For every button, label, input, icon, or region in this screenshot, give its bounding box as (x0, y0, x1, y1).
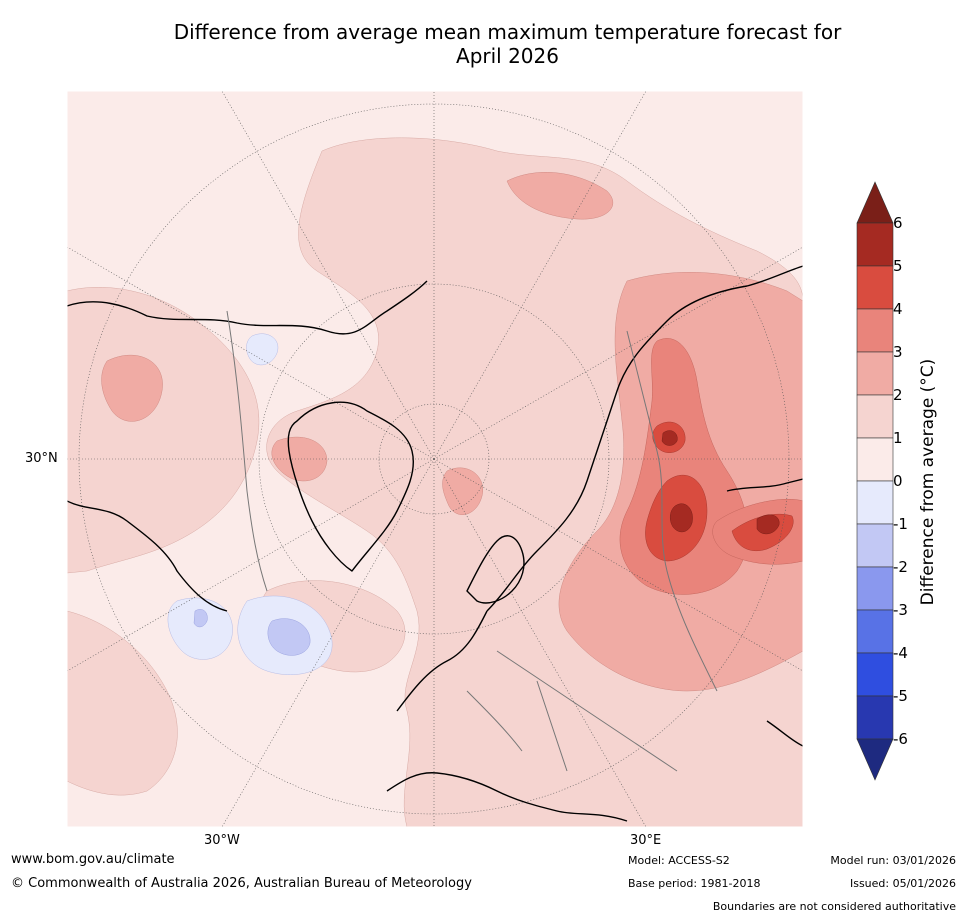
colorbar-tick-label: -6 (893, 730, 908, 748)
colorbar-tick-label: 1 (893, 429, 903, 447)
colorbar-tick-label: -5 (893, 687, 908, 705)
website-link[interactable]: www.bom.gov.au/climate (11, 852, 175, 867)
border-line (466, 680, 568, 772)
forecast-map (67, 91, 803, 827)
colorbar-extend-over (856, 181, 894, 224)
border-line (226, 310, 268, 592)
boundary-disclaimer: Boundaries are not considered authoritat… (712, 900, 956, 913)
colorbar-segment-cm3_m2 (856, 566, 894, 611)
colorbar-segment-c5_6 (856, 222, 894, 267)
colorbar-tick-label: -4 (893, 644, 908, 662)
colorbar-segment-cm1_0 (856, 480, 894, 525)
title-line-2: April 2026 (456, 44, 559, 68)
colorbar-segment-c0_1 (856, 437, 894, 482)
coastline-asia-east (726, 478, 803, 747)
colorbar-label: Difference from average (°C) (918, 358, 938, 606)
colorbar-segment-cm4_m3 (856, 609, 894, 654)
graticule (67, 91, 803, 827)
colorbar-tick-label: 3 (893, 343, 903, 361)
colorbar-tick-label: 6 (893, 214, 903, 232)
anomaly-region-2-3-greenland (442, 467, 484, 515)
colorbar-extend-under (856, 738, 894, 781)
anomaly-region-m2-m1-atlantic-2 (193, 609, 208, 628)
longitude-label-30e: 30°E (630, 833, 662, 848)
colorbar-tick-label: 0 (893, 472, 903, 490)
anomaly-region-m1-0-canada (246, 333, 279, 366)
colorbar-tick-label: -1 (893, 515, 908, 533)
issued-date: Issued: 05/01/2026 (849, 877, 956, 890)
anomaly-region-1-2-pacific (67, 610, 178, 796)
colorbar-segment-c4_5 (856, 265, 894, 310)
country-borders (226, 310, 718, 772)
coastline-north-america (67, 280, 428, 612)
border-line (496, 650, 678, 772)
colorbar-tick-label: 5 (893, 257, 903, 275)
meridian-line (433, 246, 803, 460)
meridian-line (433, 458, 803, 672)
anomaly-region-m1-0-atlantic (167, 597, 233, 660)
anomaly-region-m2-m1-atlantic (267, 618, 311, 656)
model-run-date: Model run: 03/01/2026 (830, 854, 956, 867)
coastlines (67, 265, 803, 822)
colorbar (856, 181, 894, 781)
coastline-scandinavia (466, 535, 525, 604)
colorbar-tick-label: -2 (893, 558, 908, 576)
title-line-1: Difference from average mean maximum tem… (173, 20, 842, 44)
coastline-greenland (287, 401, 414, 572)
colorbar-tick-label: 4 (893, 300, 903, 318)
colorbar-segment-c2_3 (856, 351, 894, 396)
colorbar-segment-c3_4 (856, 308, 894, 353)
anomaly-region-5-6-central (670, 503, 693, 533)
colorbar-segment-c1_2 (856, 394, 894, 439)
border-line (626, 330, 718, 692)
model-name: Model: ACCESS-S2 (628, 854, 730, 867)
coastline-europe (386, 610, 628, 822)
latitude-label-30n: 30°N (25, 451, 58, 466)
colorbar-segment-cm2_m1 (856, 523, 894, 568)
chart-title: Difference from average mean maximum tem… (60, 20, 955, 68)
copyright-text: © Commonwealth of Australia 2026, Austra… (11, 876, 472, 891)
longitude-label-30w: 30°W (204, 833, 240, 848)
base-period: Base period: 1981-2018 (628, 877, 761, 890)
colorbar-segment-cm5_m4 (856, 652, 894, 697)
colorbar-segment-cm6_m5 (856, 695, 894, 740)
anomaly-region-5-6-east (756, 514, 780, 535)
anomaly-region-2-3-alaska (101, 354, 163, 422)
coastline-eurasia (486, 265, 803, 612)
anomaly-region-2-3-canada (271, 436, 328, 482)
colorbar-tick-label: 2 (893, 386, 903, 404)
colorbar-tick-label: -3 (893, 601, 908, 619)
anomaly-region-5-6-north (661, 430, 678, 446)
anomaly-region-2-3-north (506, 172, 613, 220)
